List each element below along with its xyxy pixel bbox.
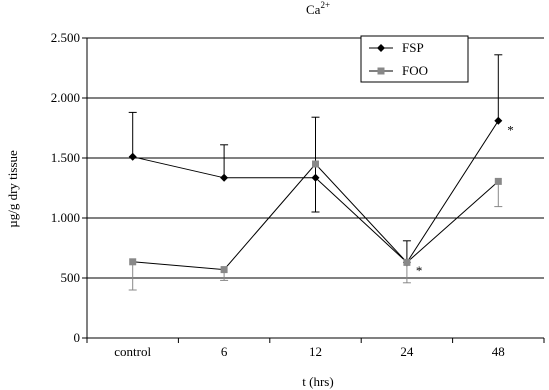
error-bars [128, 54, 503, 291]
y-axis: 0 500 1.000 1.500 2.000 2.500 [51, 30, 88, 345]
legend-marker-fsp [377, 44, 385, 52]
x-tick-label-control: control [114, 344, 151, 359]
point-foo-control [129, 258, 137, 266]
y-tick-label-2: 1.000 [51, 210, 80, 225]
point-fsp-12 [311, 173, 320, 182]
x-axis-label: t (hrs) [302, 374, 333, 389]
annotations: ** [416, 123, 514, 278]
x-axis: control 6 12 24 48 [86, 337, 545, 359]
legend-label-fsp: FSP [402, 40, 424, 55]
y-tick-label-3: 1.500 [51, 150, 80, 165]
point-foo-48 [494, 177, 502, 185]
y-tick-label-4: 2.000 [51, 90, 80, 105]
x-tick-label-24: 24 [400, 344, 414, 359]
chart-title: Ca2+ [306, 0, 330, 17]
point-foo-6 [220, 266, 228, 274]
y-tick-label-1: 500 [61, 270, 81, 285]
point-foo-24 [403, 258, 411, 266]
point-fsp-48 [494, 116, 503, 125]
significance-marker-0: * [416, 263, 423, 278]
y-axis-label: µg/g dry tissue [5, 150, 20, 228]
y-tick-label-0: 0 [74, 330, 81, 345]
legend-label-foo: FOO [402, 63, 428, 78]
legend: FSP FOO [360, 35, 469, 83]
x-tick-label-48: 48 [492, 344, 505, 359]
point-fsp-control [128, 152, 137, 161]
legend-marker-foo [377, 67, 385, 75]
point-fsp-6 [220, 173, 229, 182]
significance-marker-1: * [507, 123, 514, 138]
chart-title-superscript: 2+ [320, 0, 330, 10]
x-tick-label-12: 12 [309, 344, 322, 359]
y-tick-label-5: 2.500 [51, 30, 80, 45]
series-markers [128, 116, 503, 274]
x-tick-label-6: 6 [221, 344, 228, 359]
point-foo-12 [312, 160, 319, 168]
